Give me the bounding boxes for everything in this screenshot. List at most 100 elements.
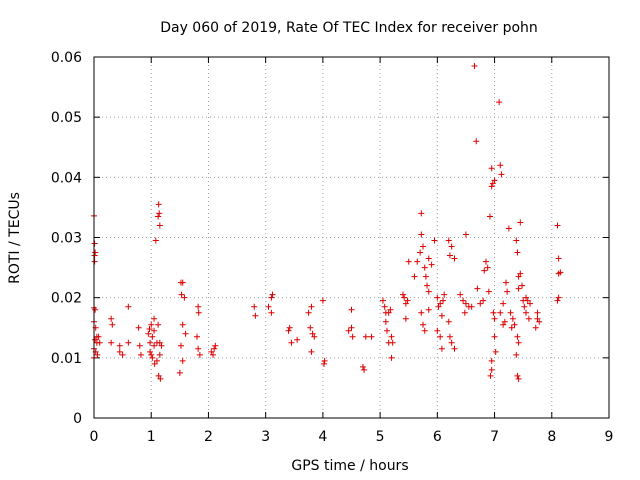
axis-ticks: 0 1 2 3 4 5 6 7 8 9 0 0.01 0.02 0.03 0.04 0.05 0.06 [51, 50, 614, 445]
data-point [91, 258, 98, 265]
chart-title: Day 060 of 2019, Rate Of TEC Index for r… [160, 20, 538, 36]
data-point [308, 303, 315, 310]
data-point [156, 222, 163, 229]
data-point [379, 297, 386, 304]
data-point [348, 306, 355, 313]
data-point [473, 138, 480, 145]
data-point [196, 351, 203, 358]
data-point [462, 300, 469, 307]
data-point [116, 348, 123, 355]
data-point [425, 255, 432, 262]
data-point [321, 357, 328, 364]
data-point [517, 219, 524, 226]
data-point [507, 309, 514, 316]
data-point [525, 315, 532, 322]
data-point [521, 303, 528, 310]
data-point [501, 318, 508, 325]
data-point [488, 165, 495, 172]
data-point [421, 327, 428, 334]
data-point [484, 264, 491, 271]
data-point [91, 240, 98, 247]
data-point [504, 288, 511, 295]
data-point [179, 321, 186, 328]
data-point [151, 360, 158, 367]
y-tick-label: 0.01 [51, 351, 82, 367]
data-point [252, 312, 259, 319]
data-point [96, 339, 103, 346]
data-point [555, 294, 562, 301]
data-point [387, 306, 394, 313]
data-point [554, 297, 561, 304]
data-point [92, 249, 99, 256]
data-point [555, 255, 562, 262]
data-point [321, 360, 328, 367]
data-point [383, 327, 390, 334]
data-point [404, 297, 411, 304]
data-point [515, 339, 522, 346]
data-point [136, 342, 143, 349]
data-point [311, 333, 318, 340]
data-point [145, 330, 152, 337]
data-point [422, 273, 429, 280]
data-point [523, 294, 530, 301]
data-point [527, 300, 534, 307]
data-point [557, 269, 564, 276]
data-point [151, 315, 158, 322]
data-point [489, 180, 496, 187]
data-point [402, 315, 409, 322]
data-point [451, 345, 458, 352]
data-point [428, 261, 435, 268]
data-point [509, 315, 516, 322]
data-point [534, 309, 541, 316]
data-point [417, 249, 424, 256]
data-point [471, 63, 478, 70]
data-point [440, 297, 447, 304]
data-point [92, 306, 99, 313]
x-axis-label: GPS time / hours [291, 458, 408, 474]
data-point [554, 222, 561, 229]
data-point [156, 339, 163, 346]
data-point [108, 315, 115, 322]
data-point [497, 309, 504, 316]
data-point [309, 330, 316, 337]
data-point [155, 372, 162, 379]
data-point [158, 342, 165, 349]
data-point [155, 201, 162, 208]
data-point [519, 282, 526, 289]
data-point [434, 327, 441, 334]
data-point [451, 255, 458, 262]
data-point [517, 270, 524, 277]
data-point [125, 303, 132, 310]
data-point [500, 300, 507, 307]
data-point [414, 258, 421, 265]
data-point [156, 351, 163, 358]
data-point [269, 291, 276, 298]
data-points [91, 63, 564, 382]
data-point [505, 225, 512, 232]
data-point [431, 237, 438, 244]
data-point [418, 231, 425, 238]
data-point [385, 309, 392, 316]
data-point [147, 339, 154, 346]
data-point [179, 357, 186, 364]
data-point [146, 325, 153, 332]
data-point [445, 237, 452, 244]
x-tick-label: 9 [605, 429, 614, 445]
data-point [157, 375, 164, 382]
data-point [534, 315, 541, 322]
data-point [488, 366, 495, 373]
data-point [156, 210, 163, 217]
data-point [503, 279, 509, 286]
data-point [181, 294, 188, 301]
y-tick-label: 0.05 [51, 110, 82, 126]
data-point [492, 348, 499, 355]
data-point [151, 342, 158, 349]
data-point [418, 309, 425, 316]
data-point [265, 303, 272, 310]
data-point [149, 333, 156, 340]
data-point [514, 333, 521, 340]
data-point [109, 321, 116, 328]
data-point [421, 264, 428, 271]
data-point [210, 351, 217, 358]
